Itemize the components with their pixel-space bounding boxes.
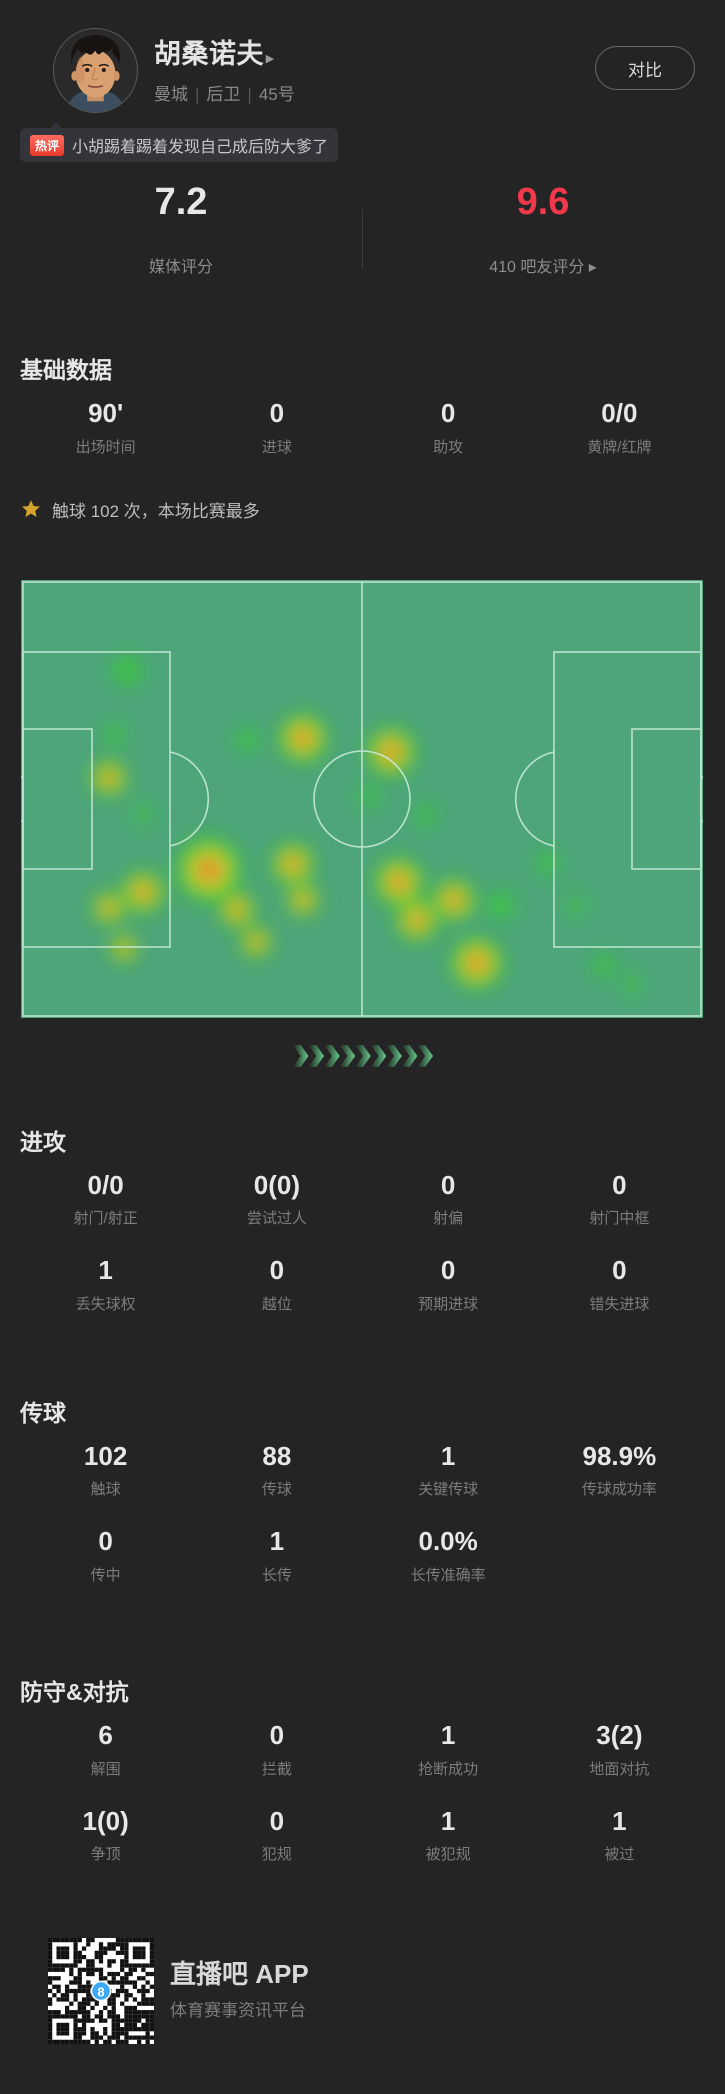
svg-text:8: 8 [97,1984,104,1999]
